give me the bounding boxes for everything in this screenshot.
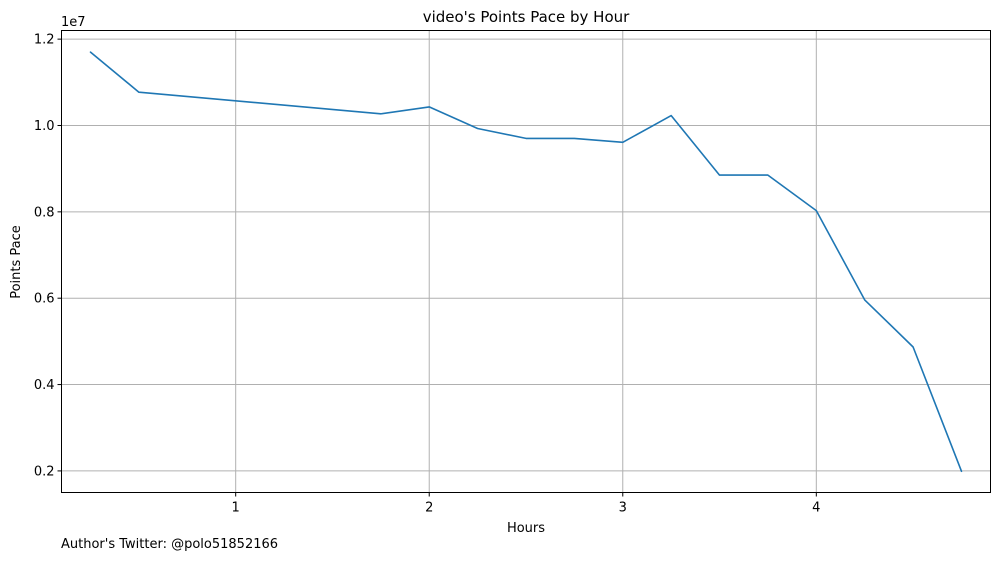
- y-tick-label: 1.2: [34, 33, 55, 48]
- y-axis-label: Points Pace: [9, 225, 24, 299]
- y-tick-label: 0.2: [34, 464, 55, 479]
- y-axis-ticks: 0.2 0.4 0.6 0.8 1.0 1.2: [34, 33, 62, 479]
- grid-lines: [61, 30, 991, 493]
- y-tick-label: 0.8: [34, 205, 55, 220]
- x-tick-label: 3: [619, 501, 627, 516]
- series-line: [89, 51, 963, 473]
- x-tick-label: 4: [812, 501, 820, 516]
- x-axis-label: Hours: [507, 521, 545, 536]
- plot-frame: [61, 30, 991, 493]
- x-axis-ticks: 1 2 3 4: [232, 492, 820, 516]
- author-twitter-note: Author's Twitter: @polo51852166: [61, 537, 279, 552]
- x-tick-label: 1: [232, 501, 240, 516]
- series-layer: [89, 51, 963, 473]
- y-tick-label: 1.0: [34, 119, 55, 134]
- y-offset-label: 1e7: [61, 15, 86, 30]
- x-tick-label: 2: [425, 501, 433, 516]
- y-tick-label: 0.6: [34, 292, 55, 307]
- chart-title: video's Points Pace by Hour: [423, 8, 630, 26]
- y-tick-label: 0.4: [34, 378, 55, 393]
